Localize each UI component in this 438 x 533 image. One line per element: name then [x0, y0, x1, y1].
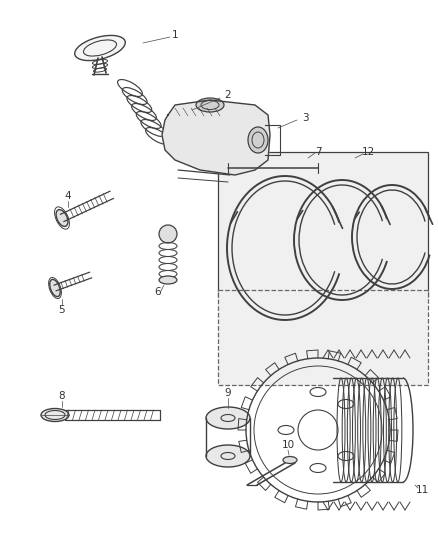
Ellipse shape — [205, 407, 249, 429]
Text: 12: 12 — [360, 147, 374, 157]
Text: 3: 3 — [301, 113, 307, 123]
Text: 9: 9 — [224, 388, 231, 398]
Polygon shape — [162, 100, 269, 175]
Text: 6: 6 — [154, 287, 161, 297]
Bar — [218, 290, 427, 385]
Bar — [218, 152, 427, 297]
Circle shape — [159, 225, 177, 243]
Text: 7: 7 — [314, 147, 321, 157]
Ellipse shape — [283, 456, 297, 464]
Text: 10: 10 — [281, 440, 294, 450]
Text: 8: 8 — [59, 391, 65, 401]
Ellipse shape — [49, 279, 60, 296]
Text: 5: 5 — [59, 305, 65, 315]
Text: 1: 1 — [171, 30, 178, 40]
Ellipse shape — [247, 127, 267, 153]
Text: 11: 11 — [414, 485, 427, 495]
Ellipse shape — [41, 408, 69, 422]
Ellipse shape — [195, 98, 223, 112]
Text: 2: 2 — [224, 90, 231, 100]
Text: 4: 4 — [64, 191, 71, 201]
Ellipse shape — [159, 276, 177, 284]
Ellipse shape — [205, 445, 249, 467]
Ellipse shape — [56, 209, 68, 227]
Ellipse shape — [74, 35, 125, 61]
